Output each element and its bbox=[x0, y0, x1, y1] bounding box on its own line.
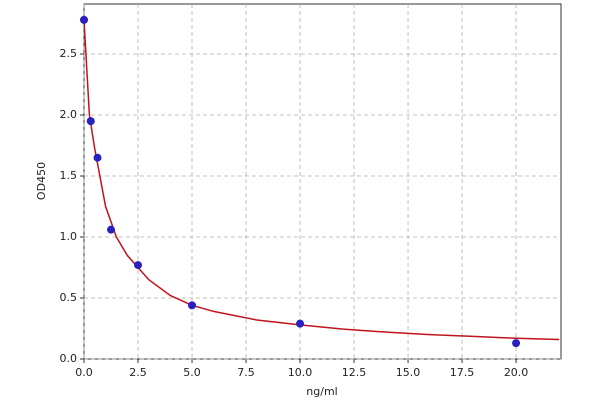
x-tick-label: 12.5 bbox=[342, 366, 367, 379]
x-tick-label: 2.5 bbox=[129, 366, 147, 379]
x-tick-label: 5.0 bbox=[183, 366, 201, 379]
data-point bbox=[80, 15, 88, 24]
y-tick-label: 0.0 bbox=[60, 352, 78, 365]
y-axis-label: OD450 bbox=[35, 162, 48, 200]
y-tick-label: 2.0 bbox=[60, 108, 78, 121]
x-tick-label: 7.5 bbox=[237, 366, 255, 379]
y-tick-label: 2.5 bbox=[60, 47, 78, 60]
data-point bbox=[188, 301, 197, 310]
x-tick-label: 17.5 bbox=[450, 366, 475, 379]
data-point bbox=[512, 339, 521, 348]
data-point bbox=[107, 225, 116, 234]
x-tick-label: 0.0 bbox=[75, 366, 93, 379]
y-tick-label: 1.5 bbox=[60, 169, 78, 182]
data-point bbox=[86, 117, 95, 126]
x-tick-label: 20.0 bbox=[504, 366, 529, 379]
x-tick-label: 15.0 bbox=[396, 366, 421, 379]
y-tick-label: 1.0 bbox=[60, 230, 78, 243]
y-tick-label: 0.5 bbox=[60, 291, 78, 304]
data-point bbox=[296, 319, 305, 328]
x-axis-label: ng/ml bbox=[306, 385, 337, 398]
fit-curve bbox=[83, 19, 560, 341]
data-point bbox=[93, 153, 102, 162]
x-tick-label: 10.0 bbox=[288, 366, 313, 379]
data-point bbox=[134, 261, 143, 270]
plot-area bbox=[83, 3, 562, 360]
